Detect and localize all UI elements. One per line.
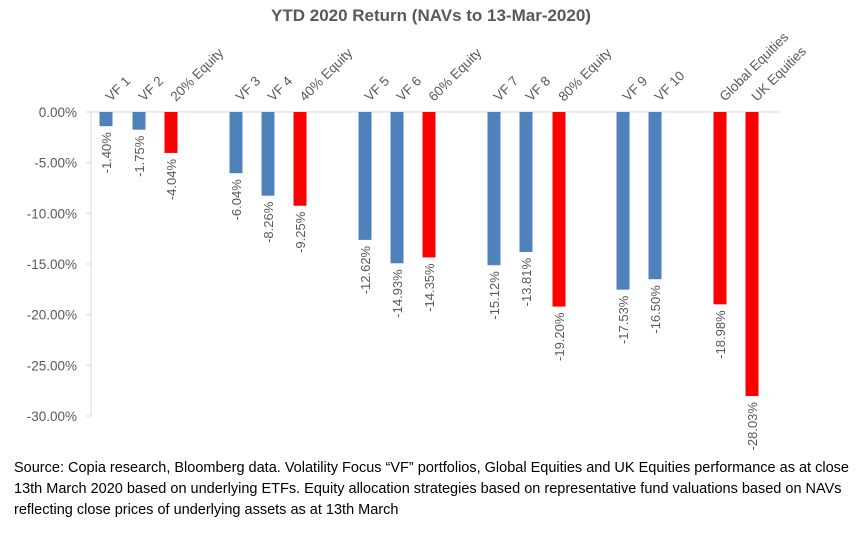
y-tick-label: -10.00%: [27, 206, 77, 221]
source-note: Source: Copia research, Bloomberg data. …: [14, 460, 849, 518]
category-label: 60% Equity: [426, 45, 485, 104]
bar: [293, 112, 307, 206]
category-label: VF 9: [620, 73, 651, 104]
data-label: -4.04%: [164, 159, 179, 201]
category-label: VF 3: [233, 73, 264, 104]
bar: [745, 112, 759, 397]
category-label: VF 10: [652, 68, 688, 104]
category-label: 40% Equity: [297, 45, 356, 104]
category-label: VF 1: [103, 73, 134, 104]
bar: [713, 112, 727, 305]
data-label: -6.04%: [229, 179, 244, 221]
bar: [358, 112, 372, 240]
bar: [422, 112, 436, 258]
data-label: -15.12%: [487, 271, 502, 320]
category-label: VF 6: [394, 73, 425, 104]
y-tick-label: -25.00%: [27, 358, 77, 373]
y-tick-label: -20.00%: [27, 308, 77, 323]
category-label: VF 2: [136, 73, 167, 104]
bar-chart: 0.00% -5.00% -10.00% -15.00% -20.00% -25.00% -…: [27, 29, 809, 451]
category-label: 80% Equity: [556, 45, 615, 104]
data-label: -1.40%: [99, 132, 114, 174]
bar: [616, 112, 630, 290]
data-label: -28.03%: [745, 402, 760, 451]
data-label: -18.98%: [713, 310, 728, 359]
bar: [164, 112, 178, 153]
bar: [229, 112, 243, 174]
category-label: 20% Equity: [168, 45, 227, 104]
y-tick-label: 0.00%: [39, 105, 77, 120]
bar: [648, 112, 662, 280]
data-label: -14.93%: [390, 269, 405, 318]
category-label: VF 7: [491, 73, 522, 104]
y-tick-label: -15.00%: [27, 257, 77, 272]
data-label: -17.53%: [616, 295, 631, 344]
bar: [552, 112, 566, 307]
data-label: -9.25%: [293, 211, 308, 253]
data-label: -16.50%: [648, 285, 663, 334]
bar: [487, 112, 501, 266]
category-label: VF 8: [523, 73, 554, 104]
bar: [132, 112, 146, 130]
category-label: VF 4: [265, 73, 296, 104]
bar: [99, 112, 113, 127]
bar: [261, 112, 275, 196]
data-label: -19.20%: [552, 312, 567, 361]
bar: [519, 112, 533, 252]
data-label: -1.75%: [132, 135, 147, 177]
data-label: -12.62%: [358, 245, 373, 294]
y-tick-label: -30.00%: [27, 409, 77, 424]
chart-title: YTD 2020 Return (NAVs to 13-Mar-2020): [271, 6, 591, 25]
data-label: -14.35%: [422, 263, 437, 312]
bar: [390, 112, 404, 264]
category-label: VF 5: [362, 73, 393, 104]
data-label: -13.81%: [519, 258, 534, 307]
y-tick-label: -5.00%: [34, 156, 77, 171]
data-label: -8.26%: [261, 201, 276, 243]
